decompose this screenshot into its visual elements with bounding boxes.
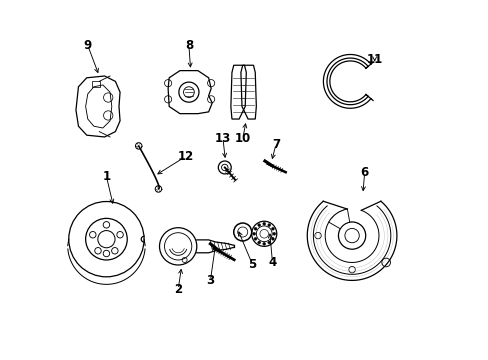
Text: 9: 9 bbox=[83, 39, 92, 52]
Circle shape bbox=[254, 237, 256, 240]
Text: 10: 10 bbox=[234, 132, 250, 145]
Text: 11: 11 bbox=[366, 53, 382, 66]
Circle shape bbox=[257, 224, 260, 226]
Text: 5: 5 bbox=[248, 258, 256, 271]
Text: 7: 7 bbox=[271, 138, 280, 150]
Text: 3: 3 bbox=[206, 274, 214, 287]
Circle shape bbox=[271, 237, 274, 240]
Circle shape bbox=[267, 224, 270, 226]
Text: 4: 4 bbox=[268, 256, 276, 269]
Text: 8: 8 bbox=[184, 39, 193, 52]
Circle shape bbox=[267, 241, 270, 244]
Text: 12: 12 bbox=[177, 150, 193, 163]
Circle shape bbox=[262, 242, 265, 245]
Wedge shape bbox=[328, 209, 349, 229]
Text: 6: 6 bbox=[360, 166, 368, 179]
Circle shape bbox=[272, 232, 275, 235]
Text: 1: 1 bbox=[102, 170, 110, 183]
Text: 13: 13 bbox=[214, 132, 231, 145]
Circle shape bbox=[252, 232, 255, 235]
Circle shape bbox=[257, 241, 260, 244]
Circle shape bbox=[262, 222, 265, 225]
Text: 2: 2 bbox=[174, 283, 182, 296]
Circle shape bbox=[254, 227, 256, 230]
Circle shape bbox=[271, 227, 274, 230]
